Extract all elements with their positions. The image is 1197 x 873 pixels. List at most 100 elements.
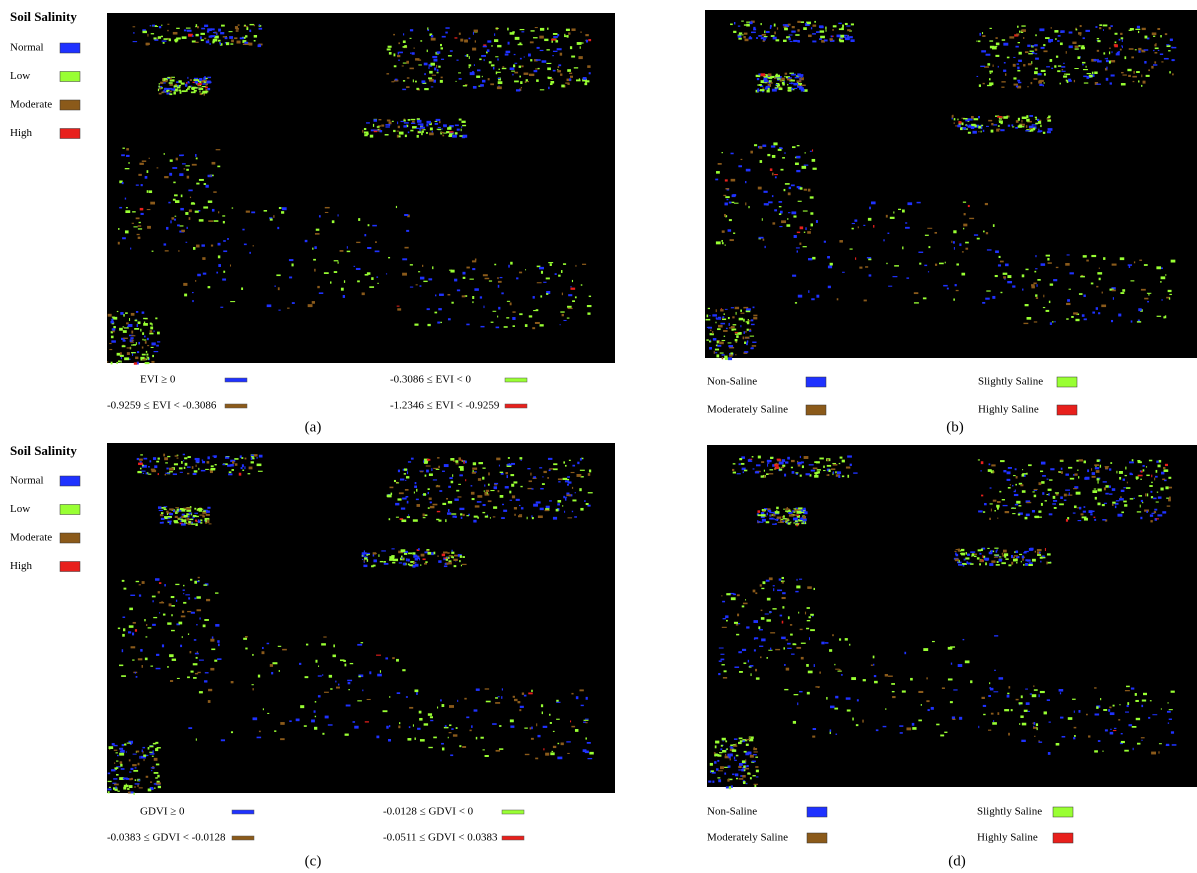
map-pixel [783, 26, 786, 27]
map-pixel [723, 677, 727, 679]
map-pixel [851, 23, 854, 25]
map-pixel [396, 482, 399, 483]
map-pixel [803, 516, 806, 519]
map-pixel [770, 648, 771, 650]
map-pixel [1141, 289, 1146, 291]
map-pixel [572, 280, 573, 282]
map-pixel [401, 508, 405, 510]
map-pixel [130, 337, 133, 339]
map-pixel [1034, 271, 1036, 273]
map-pixel [793, 89, 794, 90]
map-pixel [334, 260, 339, 261]
map-pixel [540, 324, 544, 326]
map-pixel [1094, 488, 1096, 489]
map-pixel [1154, 61, 1156, 63]
map-pixel [1165, 315, 1166, 318]
map-pixel [562, 314, 564, 316]
map-pixel [152, 600, 153, 602]
map-pixel [829, 38, 832, 40]
map-pixel [403, 125, 407, 127]
map-pixel [797, 29, 799, 31]
map-pixel [885, 674, 888, 677]
map-pixel [803, 27, 807, 30]
map-pixel [202, 91, 207, 94]
map-pixel [1124, 750, 1129, 752]
map-pixel [121, 768, 125, 770]
map-pixel [967, 554, 970, 556]
map-pixel [127, 347, 132, 348]
map-pixel [827, 465, 831, 467]
map-pixel [568, 308, 573, 309]
map-pixel [802, 465, 804, 468]
map-pixel [580, 46, 581, 48]
map-pixel [207, 28, 212, 31]
map-pixel [442, 36, 446, 38]
map-pixel [539, 467, 542, 468]
map-pixel [424, 723, 428, 725]
map-pixel [428, 278, 432, 280]
map-pixel [412, 52, 415, 55]
map-pixel [231, 469, 234, 471]
map-pixel [180, 472, 183, 473]
map-pixel [273, 215, 274, 218]
map-pixel [437, 72, 439, 73]
map-pixel [272, 662, 277, 664]
map-pixel [362, 690, 363, 692]
map-pixel [716, 171, 720, 174]
map-pixel [767, 462, 769, 463]
map-pixel [508, 265, 510, 268]
map-pixel [812, 159, 816, 162]
map-pixel [1123, 479, 1125, 481]
map-pixel [169, 603, 172, 606]
map-pixel [775, 87, 777, 88]
map-pixel [136, 676, 138, 678]
map-pixel [737, 473, 741, 474]
map-pixel [1115, 42, 1117, 44]
map-pixel [131, 345, 133, 346]
map-pixel [186, 28, 191, 29]
map-pixel [125, 168, 130, 169]
map-pixel [830, 706, 835, 709]
map-pixel [399, 722, 400, 724]
map-pixel [721, 595, 722, 596]
map-pixel [408, 514, 409, 515]
map-pixel [253, 717, 258, 720]
map-pixel [177, 224, 180, 226]
map-pixel [365, 556, 366, 557]
map-pixel [201, 470, 205, 472]
map-pixel [1061, 468, 1063, 470]
map-pixel [121, 750, 124, 753]
map-pixel [536, 59, 541, 61]
map-pixel [208, 88, 210, 90]
map-pixel [1003, 43, 1008, 46]
map-pixel [259, 731, 261, 732]
map-pixel [814, 588, 815, 590]
map-pixel [754, 144, 757, 146]
map-pixel [434, 552, 436, 555]
map-pixel [589, 470, 591, 473]
map-pixel [779, 88, 783, 90]
map-pixel [835, 471, 836, 473]
map-pixel [165, 250, 169, 251]
map-pixel [993, 65, 994, 67]
map-pixel [1064, 499, 1067, 501]
map-pixel [1004, 556, 1006, 558]
map-pixel [229, 31, 233, 32]
map-pixel [982, 32, 983, 34]
map-pixel [769, 515, 770, 517]
map-pixel [134, 328, 139, 330]
map-pixel [743, 603, 748, 605]
map-pixel [1074, 473, 1077, 475]
map-pixel [1004, 709, 1009, 711]
map-pixel [1168, 50, 1170, 51]
map-pixel [148, 627, 152, 628]
map-pixel [215, 624, 219, 627]
map-pixel [1030, 548, 1033, 551]
map-pixel [1135, 49, 1137, 50]
map-pixel [417, 728, 420, 730]
map-pixel [308, 304, 313, 307]
map-pixel [465, 55, 467, 56]
map-pixel [1050, 468, 1054, 470]
map-pixel [1130, 498, 1134, 499]
map-pixel [163, 614, 165, 616]
